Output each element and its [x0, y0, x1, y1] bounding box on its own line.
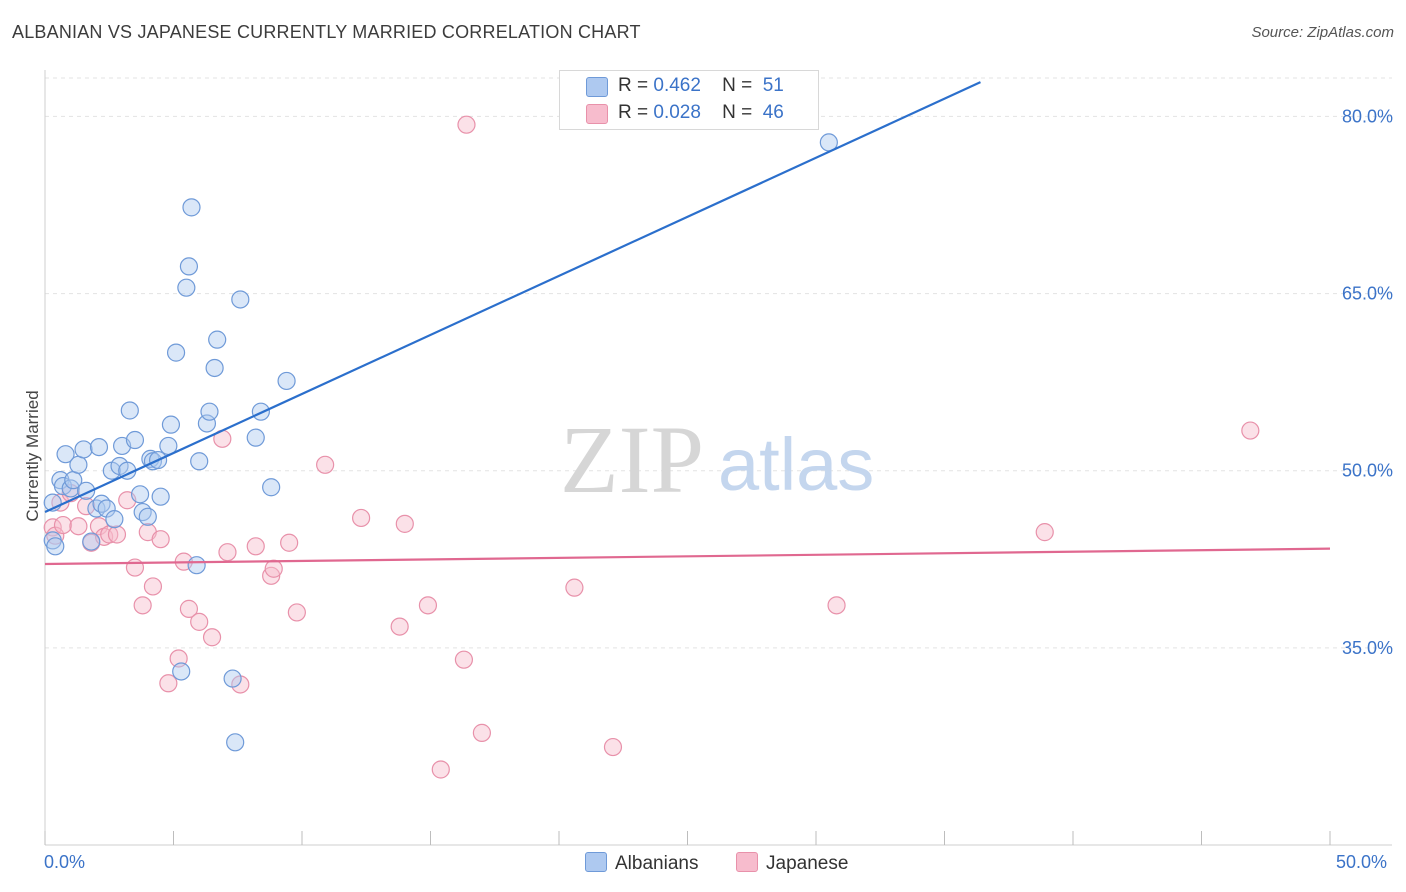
albanian-point	[82, 532, 101, 551]
japanese-point	[390, 617, 409, 636]
albanian-point	[246, 428, 265, 447]
bottom-legend-japanese: Japanese	[736, 852, 848, 875]
japanese-point	[472, 723, 491, 742]
japanese-point	[218, 543, 237, 562]
japanese-point	[125, 558, 145, 577]
japanese-point	[316, 455, 335, 474]
legend-swatch-japanese	[586, 104, 608, 124]
japanese-point	[53, 515, 73, 535]
japanese-point	[190, 612, 209, 631]
japanese-point	[280, 533, 299, 552]
japanese-point	[454, 650, 474, 669]
albanian-point	[138, 507, 157, 526]
x-tick-label-max: 50.0%	[1336, 852, 1388, 872]
albanian-point	[262, 478, 281, 497]
albanian-point	[277, 371, 296, 391]
albanian-point	[130, 485, 150, 504]
axes	[44, 70, 1392, 846]
bottom-legend-label-albanians: Albanians	[615, 853, 699, 874]
trend-lines	[44, 81, 1331, 566]
albanian-point	[125, 430, 145, 450]
albanian-point	[182, 198, 201, 217]
albanian-point	[226, 733, 245, 752]
legend-r-label: R =	[618, 102, 649, 123]
albanian-point	[179, 257, 199, 276]
y-tick-label: 65.0%	[1342, 284, 1393, 304]
legend-r-value: 0.028	[653, 102, 701, 123]
albanian-point	[166, 343, 186, 362]
japanese-point	[287, 603, 306, 622]
albanian-point	[69, 455, 88, 474]
legend-swatch-albanians	[586, 77, 608, 97]
albanian-point	[200, 402, 219, 421]
japanese-point	[352, 508, 371, 528]
y-tick-label: 80.0%	[1342, 106, 1393, 126]
albanian-point	[56, 445, 75, 464]
japanese-point	[179, 599, 199, 618]
japanese-point	[264, 559, 283, 578]
legend-n-value: 51	[762, 75, 784, 96]
bottom-legend-swatch-japanese	[736, 852, 758, 872]
bottom-legend-label-japanese: Japanese	[766, 853, 849, 874]
watermark: ZIP atlas	[560, 406, 874, 513]
japanese-point	[603, 737, 623, 757]
albanian-point	[197, 414, 217, 433]
albanian-point	[223, 669, 242, 688]
y-tick-label: 35.0%	[1342, 638, 1393, 658]
japanese-point	[69, 517, 88, 536]
albanian-point	[208, 330, 227, 349]
albanian-point	[105, 510, 124, 529]
albanian-point	[74, 440, 93, 459]
albanian-trend-line	[44, 81, 981, 514]
source-credit: Source: ZipAtlas.com	[1251, 24, 1394, 41]
japanese-point	[246, 537, 265, 556]
albanian-point	[177, 278, 196, 297]
legend-n-value: 46	[762, 102, 784, 123]
japanese-point	[457, 115, 476, 134]
japanese-point	[133, 596, 152, 615]
chart-title: ALBANIAN VS JAPANESE CURRENTLY MARRIED C…	[12, 22, 641, 42]
albanian-point	[89, 437, 109, 457]
albanian-point	[120, 401, 139, 420]
japanese-point	[143, 577, 163, 596]
albanian-point	[161, 415, 181, 434]
x-tick-label-min: 0.0%	[44, 852, 86, 872]
albanian-point	[151, 487, 170, 506]
japanese-point	[202, 628, 222, 647]
albanian-point	[187, 556, 206, 575]
japanese-point	[431, 760, 450, 779]
albanian-points	[43, 133, 838, 752]
japanese-points	[43, 115, 1260, 779]
legend-n-label: N =	[722, 102, 753, 123]
legend-r-value: 0.462	[653, 75, 701, 96]
japanese-point	[107, 525, 127, 544]
japanese-point	[418, 596, 438, 615]
japanese-point	[159, 674, 178, 693]
legend-r-label: R =	[618, 75, 649, 96]
y-tick-label: 50.0%	[1342, 461, 1393, 481]
japanese-point	[151, 530, 170, 549]
albanian-point	[231, 290, 250, 309]
correlation-legend: R = 0.462 N = 51 R = 0.028 N = 46	[559, 70, 819, 130]
watermark-atlas: atlas	[718, 423, 874, 506]
albanian-point	[46, 537, 65, 556]
japanese-point	[827, 596, 846, 615]
japanese-point	[1241, 421, 1260, 440]
albanian-point	[190, 452, 209, 471]
y-tick-labels: 35.0% 50.0% 65.0% 80.0%	[1342, 106, 1393, 657]
watermark-zip: ZIP	[560, 406, 704, 513]
japanese-point	[395, 514, 414, 533]
japanese-point	[565, 578, 584, 597]
japanese-point	[262, 566, 281, 585]
albanian-point	[172, 662, 191, 681]
legend-n-label: N =	[722, 75, 753, 96]
bottom-legend-albanians: Albanians	[585, 852, 698, 875]
bottom-legend-swatch-albanians	[585, 852, 607, 872]
japanese-point	[1035, 523, 1054, 542]
albanian-point	[205, 358, 224, 378]
japanese-trend-line	[44, 547, 1331, 566]
